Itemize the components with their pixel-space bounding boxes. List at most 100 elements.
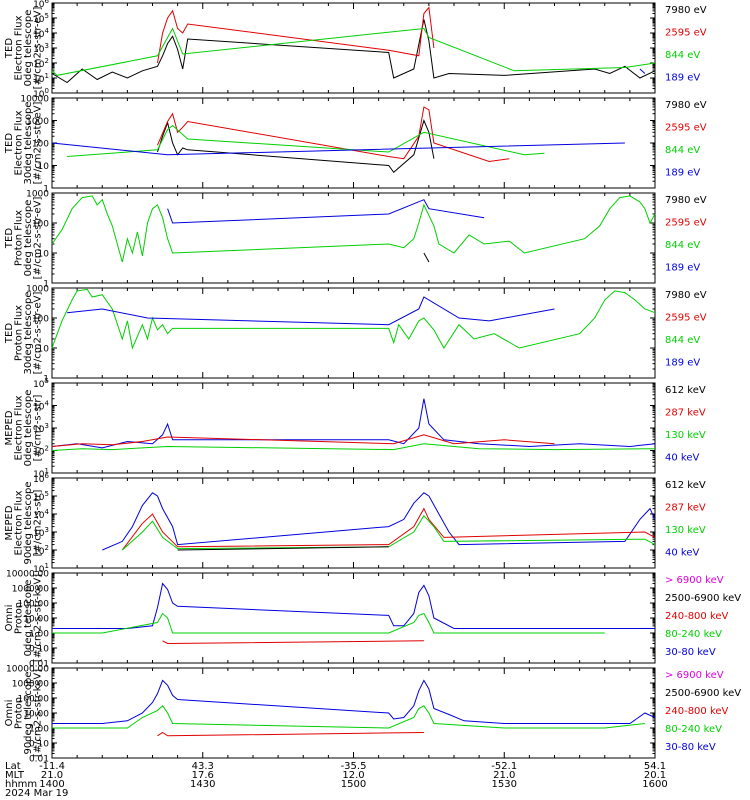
legend-entry: 2595 eV — [665, 313, 707, 324]
legend-entry: 40 keV — [665, 453, 699, 464]
series-line-green — [51, 288, 656, 350]
legend-entry: 7980 eV — [665, 5, 707, 16]
series-line-blue — [67, 296, 555, 326]
y-tick-label: 1000.00 — [12, 680, 49, 690]
y-axis-label-line: MEPED — [4, 410, 15, 445]
x-tick-label: 54.1 — [644, 761, 666, 772]
y-tick-label: 10000.00 — [6, 665, 49, 675]
y-tick-label: 1 — [43, 280, 49, 290]
legend-entry: 189 eV — [665, 168, 700, 179]
y-tick-label: 100 — [32, 220, 49, 230]
x-tick-label: 21.0 — [493, 770, 515, 781]
series-line-red — [162, 640, 424, 645]
y-tick-label: 1000 — [26, 117, 49, 127]
y-tick-label: 103 — [33, 422, 49, 435]
y-tick-label: 10.00 — [23, 615, 49, 625]
legend-entry: 844 eV — [665, 240, 700, 251]
y-tick-label: 102 — [33, 57, 49, 70]
y-tick-label: 104 — [33, 508, 49, 521]
series-line-red — [157, 6, 435, 64]
legend-entry: 287 keV — [665, 408, 706, 419]
series-line-green — [51, 195, 656, 263]
legend-entry: 2595 eV — [665, 218, 707, 229]
legend-entry: 7980 eV — [665, 100, 707, 111]
y-tick-label: 102 — [33, 445, 49, 458]
series-line-red — [51, 434, 555, 447]
y-tick-label: 105 — [33, 12, 49, 25]
y-axis-label-line: [#/cm2-s-str-eV] — [33, 102, 44, 185]
panel-7: 0.01 0.10 1.00 10.00 100.00 1000.00 10000.00 Om… — [4, 570, 741, 670]
y-axis-label-line: [#/cm2-s-str-eV] — [33, 197, 44, 280]
y-tick-label: 101 — [33, 72, 49, 85]
legend-entry: 287 keV — [665, 503, 706, 514]
x-tick-label: 17.6 — [192, 770, 214, 781]
y-axis-label-line: Proton Flux — [14, 305, 25, 361]
y-tick-label: 101 — [33, 562, 49, 575]
legend-entry: 30-80 keV — [665, 742, 716, 753]
series-line-green — [52, 705, 645, 729]
y-tick-label: 101 — [33, 467, 49, 480]
y-axis-label-line: 0deg telescope — [23, 390, 34, 467]
y-tick-label: 1 — [43, 375, 49, 385]
legend-entry: 7980 eV — [665, 195, 707, 206]
series-line-red — [121, 507, 656, 551]
x-tick-label: 1430 — [190, 779, 215, 790]
y-tick-label: 102 — [33, 544, 49, 557]
legend-entry: 2595 eV — [665, 123, 707, 134]
y-axis-label-line: 90deg telescope — [23, 671, 34, 754]
series-line-red — [157, 731, 424, 737]
legend-entry: 80-240 keV — [665, 724, 722, 735]
y-tick-label: 10.00 — [23, 710, 49, 720]
y-tick-label: 1000.00 — [12, 585, 49, 595]
y-axis-label-line: [#/cm2-s-str] — [33, 394, 44, 461]
y-tick-label: 105 — [33, 490, 49, 503]
legend-entry: 612 keV — [665, 480, 706, 491]
y-tick-label: 0.10 — [29, 740, 49, 750]
series-line-green — [51, 27, 656, 76]
y-tick-label: 0.01 — [29, 660, 49, 670]
y-axis-label-line: TED — [4, 133, 15, 154]
y-axis-label-line: TED — [4, 228, 15, 249]
legend-entry: 844 eV — [665, 145, 700, 156]
x-row-label: hhmm — [5, 779, 37, 790]
y-tick-label: 106 — [33, 0, 49, 10]
y-axis-label-line: 30deg telescope — [23, 291, 34, 374]
y-axis-label-line: Electron Flux — [14, 15, 25, 80]
series-line-blue — [639, 68, 646, 74]
x-row-label: Lat — [5, 761, 21, 772]
y-axis-label-line: Electron Flux — [14, 395, 25, 460]
series-line-blue — [102, 492, 656, 551]
x-tick-label: 1500 — [341, 779, 366, 790]
y-tick-label: 10 — [38, 250, 50, 260]
legend-entry: 2595 eV — [665, 28, 707, 39]
y-axis-label-line: MEPED — [4, 505, 15, 540]
x-tick-label: 1600 — [642, 779, 667, 790]
y-tick-label: 0.10 — [29, 645, 49, 655]
panel-frame — [51, 192, 656, 284]
series-line-blue — [52, 679, 656, 724]
y-axis-label-line: [#/cm2-s-str-keV] — [33, 669, 44, 757]
y-tick-label: 100.00 — [18, 600, 50, 610]
y-axis-label-line: 0deg telescope — [23, 200, 34, 277]
y-tick-label: 104 — [33, 27, 49, 40]
legend-entry: 240-800 keV — [665, 706, 729, 717]
x-tick-label: 1400 — [39, 779, 64, 790]
panel-frame — [51, 2, 656, 94]
x-tick-label: -11.4 — [39, 761, 65, 772]
series-line-blue — [51, 142, 625, 156]
legend-entry: 240-800 keV — [665, 611, 729, 622]
legend-entry: 612 keV — [665, 385, 706, 396]
y-axis-label-line: [#/cm2-s-str-eV] — [33, 292, 44, 375]
y-tick-label: 100 — [33, 87, 49, 100]
y-tick-label: 0.01 — [29, 755, 49, 765]
x-tick-label: -52.1 — [491, 761, 517, 772]
y-axis-label-line: 0deg telescope — [23, 10, 34, 87]
series-line-blue — [52, 582, 655, 629]
series-line-green — [52, 612, 605, 634]
legend-entry: > 6900 keV — [665, 670, 724, 681]
y-axis-label-line: Proton — [14, 602, 25, 634]
panel-8: 0.01 0.10 1.00 10.00 100.00 1000.00 10000.00 Om… — [4, 665, 741, 765]
